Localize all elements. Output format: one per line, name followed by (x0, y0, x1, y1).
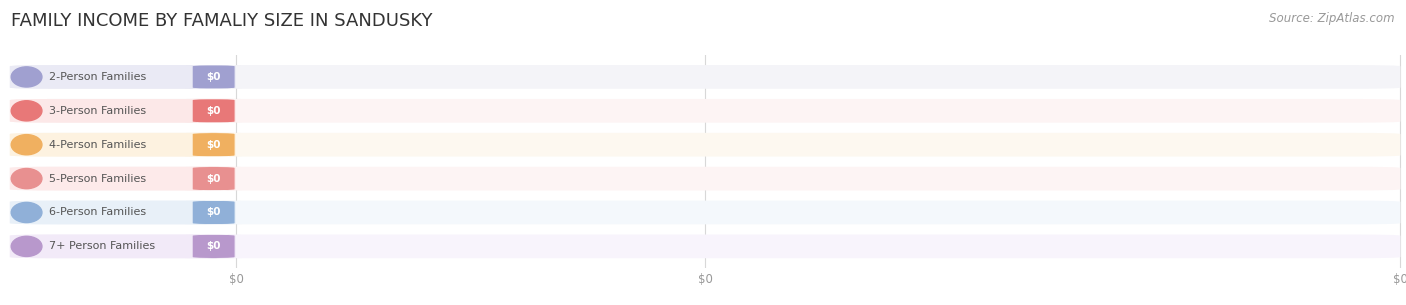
Ellipse shape (11, 236, 42, 257)
Text: $0: $0 (207, 207, 221, 217)
Ellipse shape (11, 135, 42, 155)
Text: 7+ Person Families: 7+ Person Families (49, 241, 155, 251)
FancyBboxPatch shape (10, 65, 1400, 89)
Ellipse shape (11, 168, 42, 189)
Ellipse shape (11, 203, 42, 223)
Text: $0: $0 (207, 174, 221, 184)
Text: $0: $0 (207, 106, 221, 116)
FancyBboxPatch shape (186, 167, 242, 190)
FancyBboxPatch shape (10, 133, 1400, 156)
FancyBboxPatch shape (186, 201, 242, 224)
Text: $0: $0 (207, 241, 221, 251)
FancyBboxPatch shape (10, 99, 1400, 123)
FancyBboxPatch shape (10, 167, 1400, 190)
FancyBboxPatch shape (10, 201, 236, 224)
FancyBboxPatch shape (186, 235, 242, 258)
Text: $0: $0 (207, 72, 221, 82)
FancyBboxPatch shape (10, 167, 236, 190)
FancyBboxPatch shape (10, 133, 236, 156)
Text: 5-Person Families: 5-Person Families (49, 174, 146, 184)
Text: 6-Person Families: 6-Person Families (49, 207, 146, 217)
Ellipse shape (11, 67, 42, 87)
FancyBboxPatch shape (10, 201, 1400, 224)
Ellipse shape (11, 101, 42, 121)
Text: FAMILY INCOME BY FAMALIY SIZE IN SANDUSKY: FAMILY INCOME BY FAMALIY SIZE IN SANDUSK… (11, 12, 433, 30)
FancyBboxPatch shape (10, 235, 236, 258)
Text: 4-Person Families: 4-Person Families (49, 140, 146, 150)
Text: $0: $0 (207, 140, 221, 150)
FancyBboxPatch shape (186, 99, 242, 123)
FancyBboxPatch shape (10, 235, 1400, 258)
FancyBboxPatch shape (186, 65, 242, 89)
Text: Source: ZipAtlas.com: Source: ZipAtlas.com (1270, 12, 1395, 25)
Text: 2-Person Families: 2-Person Families (49, 72, 146, 82)
FancyBboxPatch shape (186, 133, 242, 156)
Text: 3-Person Families: 3-Person Families (49, 106, 146, 116)
FancyBboxPatch shape (10, 99, 236, 123)
FancyBboxPatch shape (10, 65, 236, 89)
